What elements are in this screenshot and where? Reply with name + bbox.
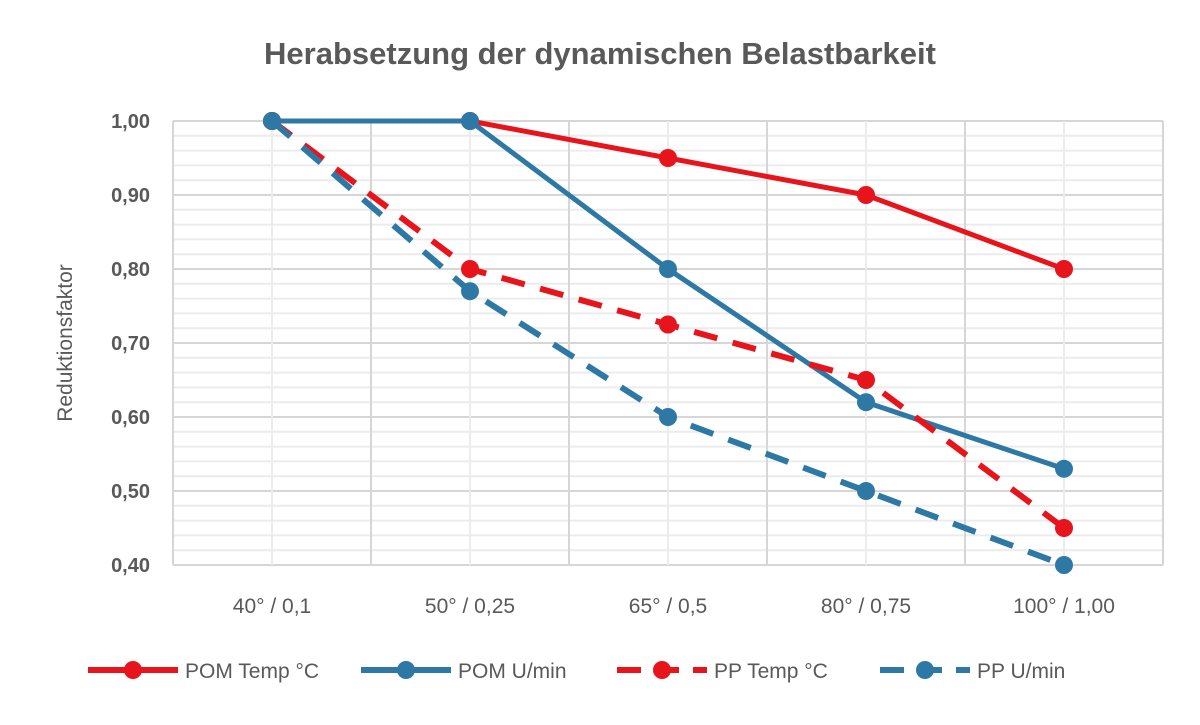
y-tick-label: 0,70 bbox=[111, 333, 150, 355]
y-tick-label: 0,90 bbox=[111, 185, 150, 207]
x-tick-label: 80° / 0,75 bbox=[821, 595, 911, 618]
legend-item: PP U/min bbox=[880, 660, 1065, 683]
series-pp-u-min bbox=[263, 112, 1073, 574]
data-point bbox=[263, 112, 281, 130]
data-point bbox=[461, 260, 479, 278]
data-point bbox=[461, 282, 479, 301]
legend-item: PP Temp °C bbox=[617, 660, 828, 683]
legend-marker bbox=[124, 661, 142, 679]
y-tick-label: 0,40 bbox=[111, 555, 150, 577]
legend-marker bbox=[397, 661, 415, 679]
legend-marker bbox=[653, 661, 671, 679]
x-tick-label: 65° / 0,5 bbox=[629, 595, 707, 618]
legend-marker bbox=[916, 661, 934, 679]
y-axis-title: Reduktionsfaktor bbox=[54, 264, 77, 422]
y-tick-label: 0,80 bbox=[111, 259, 150, 281]
data-point bbox=[659, 149, 677, 167]
legend-label: PP Temp °C bbox=[714, 660, 828, 683]
chart-title: Herabsetzung der dynamischen Belastbarke… bbox=[264, 36, 936, 71]
data-point bbox=[659, 315, 677, 334]
data-point bbox=[857, 482, 875, 500]
legend-label: PP U/min bbox=[977, 660, 1065, 683]
data-point bbox=[857, 186, 875, 204]
legend-label: POM Temp °C bbox=[185, 660, 319, 683]
data-point bbox=[659, 408, 677, 426]
series-group bbox=[263, 112, 1073, 574]
data-point bbox=[1055, 459, 1073, 478]
data-point bbox=[461, 112, 479, 130]
x-tick-label: 50° / 0,25 bbox=[425, 595, 515, 618]
data-point bbox=[1055, 556, 1073, 574]
y-tick-label: 1,00 bbox=[111, 111, 150, 133]
x-tick-label: 100° / 1,00 bbox=[1013, 595, 1115, 618]
data-point bbox=[659, 260, 677, 278]
y-axis-ticks: 0,40 0,50 0,60 0,70 0,80 0,90 1,00 bbox=[111, 111, 150, 577]
legend-item: POM U/min bbox=[361, 660, 567, 683]
data-point bbox=[857, 393, 875, 412]
series-pom-u-min bbox=[263, 112, 1073, 478]
legend-item: POM Temp °C bbox=[88, 660, 319, 683]
data-point bbox=[857, 371, 875, 389]
data-point bbox=[1055, 519, 1073, 537]
legend: POM Temp °C POM U/min PP Temp °C PP U/min bbox=[88, 660, 1065, 683]
y-tick-label: 0,60 bbox=[111, 407, 150, 429]
x-axis-ticks: 40° / 0,1 50° / 0,25 65° / 0,5 80° / 0,75 10… bbox=[233, 595, 1115, 618]
legend-label: POM U/min bbox=[458, 660, 567, 683]
grid bbox=[172, 120, 1164, 566]
y-tick-label: 0,50 bbox=[111, 481, 150, 503]
x-tick-label: 40° / 0,1 bbox=[233, 595, 311, 618]
data-point bbox=[1055, 260, 1073, 278]
